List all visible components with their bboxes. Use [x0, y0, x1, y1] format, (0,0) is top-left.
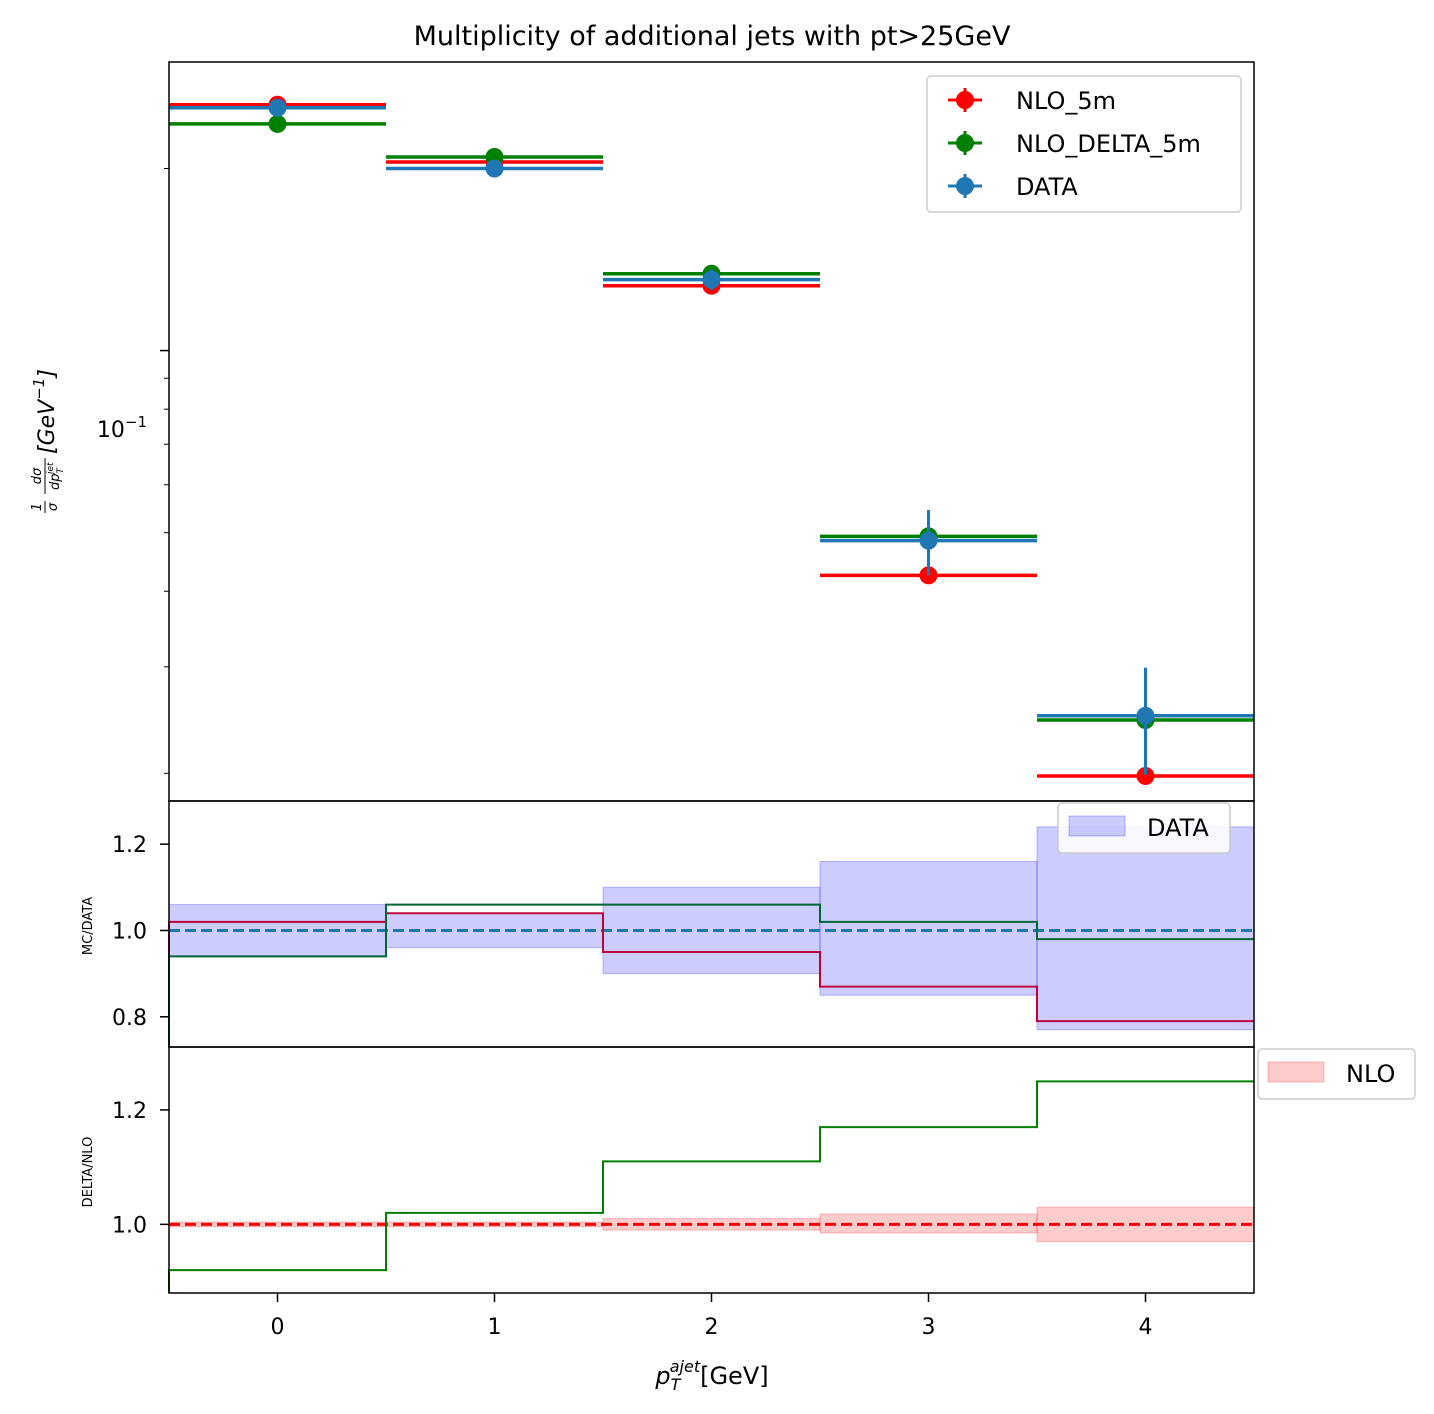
main-legend: NLO_5m NLO_DELTA_5m DATA [926, 75, 1242, 213]
ratio2-legend-box [1257, 1048, 1416, 1100]
legend-label-NLO_DELTA_5m: NLO_DELTA_5m [1016, 130, 1201, 158]
ratio1-step-NLO_DELTA_5m [168, 903, 1254, 1047]
ratio1-legend-box [1057, 802, 1231, 854]
svg-text:dpTjet: dpTjet [46, 462, 66, 490]
svg-text:[GeV−1]: [GeV−1] [30, 369, 60, 454]
ratio2-y-tick-label: 1.2 [112, 1099, 147, 1124]
ratio1-legend: DATA [1057, 802, 1231, 854]
ratio1-y-tick-label: 0.8 [112, 1006, 147, 1031]
ratio2-x-ticks: 0 1 2 3 4 [271, 1293, 1153, 1340]
main-y-ticks [160, 168, 169, 774]
ratio2-step-NLO_DELTA_5m [168, 1080, 1254, 1293]
ratio2-y-ticks: 1.0 1.2 [112, 1099, 169, 1238]
data-point-DATA [919, 531, 938, 550]
main-legend-box [926, 75, 1242, 213]
data-point-DATA [702, 270, 721, 289]
ratio1-marks [168, 826, 1255, 1047]
data-point-DATA [268, 98, 287, 117]
chart-title: Multiplicity of additional jets with pt>… [414, 21, 1011, 52]
legend-marker-NLO_DELTA_5m [956, 134, 974, 152]
ratio2-frame [168, 1046, 1255, 1294]
ratio2-y-axis-label: DELTA/NLO [81, 1137, 96, 1208]
main-plot-panel: 10−1 1 σ dσ dpTjet [GeV−1] NLO_5m NLO_DEL… [30, 61, 1255, 802]
main-y-axis-label: 1 σ dσ dpTjet [GeV−1] [30, 369, 66, 513]
ratio2-marks [168, 1080, 1255, 1293]
ratio1-y-ticks: 0.8 1.0 1.2 [112, 833, 169, 1031]
ratio-panel-mc-data: 0.8 1.0 1.2 MC/DATA DATA [81, 800, 1255, 1048]
ratio1-y-axis-label: MC/DATA [81, 897, 96, 955]
ratio1-band-DATA [819, 860, 1038, 996]
ratio1-y-tick-label: 1.0 [112, 919, 147, 944]
ratio2-legend-label: NLO [1346, 1060, 1395, 1088]
ratio2-y-tick-label: 1.0 [112, 1213, 147, 1238]
svg-text:1: 1 [30, 503, 45, 511]
data-point-NLO_DELTA_5m [268, 114, 287, 133]
legend-label-NLO_5m: NLO_5m [1016, 87, 1116, 115]
svg-text:dσ: dσ [30, 467, 45, 484]
main-plot-marks [169, 95, 1254, 785]
ratio1-legend-swatch [1068, 815, 1126, 837]
ratio1-step-NLO_5m [168, 912, 1254, 1047]
main-y-tick-label: 10−1 [97, 413, 147, 443]
x-tick-label: 1 [488, 1315, 502, 1340]
legend-marker-NLO_5m [956, 91, 974, 109]
x-axis-label: pTajet[GeV] [654, 1357, 768, 1394]
main-legend-entries: NLO_5m NLO_DELTA_5m DATA [948, 87, 1201, 201]
x-tick-label: 0 [271, 1315, 285, 1340]
data-point-NLO_5m [1136, 766, 1155, 785]
x-tick-label: 2 [705, 1315, 719, 1340]
ratio1-y-tick-label: 1.2 [112, 833, 147, 858]
svg-text:σ: σ [46, 502, 61, 511]
ratio2-legend: NLO [1257, 1048, 1416, 1100]
ratio-panel-delta-nlo: 1.0 1.2 0 1 2 3 4 DELTA/NLO NLO pTajet[GeV] [81, 1046, 1416, 1394]
legend-marker-DATA [956, 177, 974, 195]
x-tick-label: 4 [1139, 1315, 1153, 1340]
ratio1-band-DATA [1036, 826, 1255, 1031]
data-point-DATA [485, 159, 504, 178]
legend-label-DATA: DATA [1016, 173, 1078, 201]
ratio2-legend-swatch [1267, 1061, 1325, 1083]
data-point-DATA [1136, 706, 1155, 725]
x-tick-label: 3 [922, 1315, 936, 1340]
ratio1-legend-label: DATA [1147, 814, 1209, 842]
